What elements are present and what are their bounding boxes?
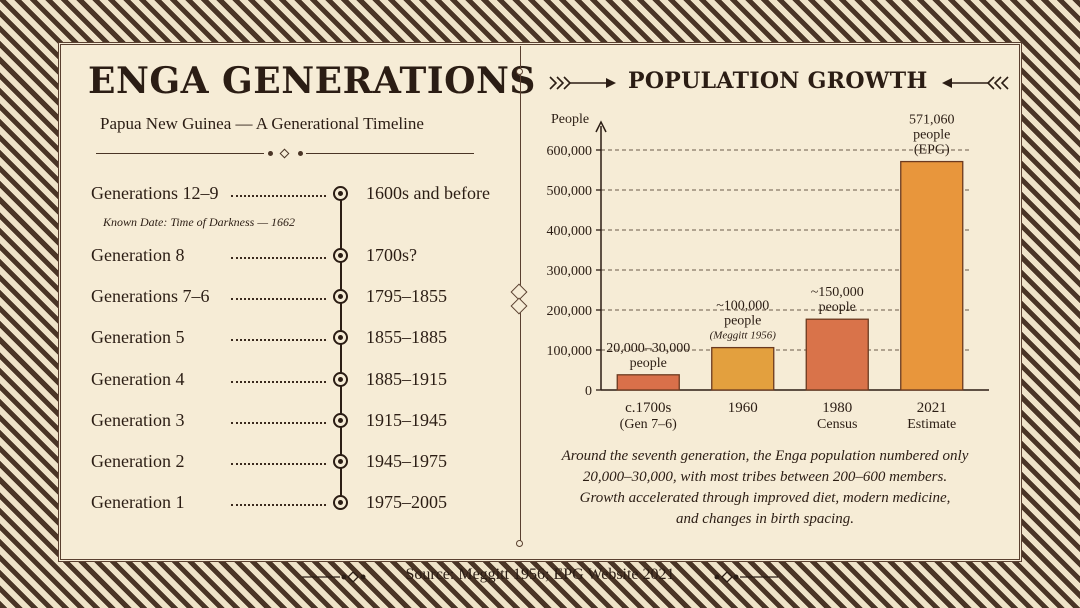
generation-name: Generation 2 xyxy=(91,451,185,471)
leader-dots xyxy=(231,463,326,465)
x-tick-label: 1980 xyxy=(822,400,852,416)
y-tick-label: 400,000 xyxy=(547,224,593,239)
known-date-note: Known Date: Time of Darkness — 1662 xyxy=(103,215,295,229)
ornament-dot-icon xyxy=(298,151,303,156)
data-label-note: (Meggitt 1956) xyxy=(710,330,777,342)
timeline-row: Generation 3 1915–1945 xyxy=(0,407,520,437)
x-tick-sublabel: (Gen 7–6) xyxy=(620,417,677,432)
caption-line: Growth accelerated through improved diet… xyxy=(579,490,951,506)
generation-name: Generations 12–9 xyxy=(91,183,219,203)
page-title: ENGA GENERATIONS xyxy=(88,60,536,102)
generation-date: 1855–1885 xyxy=(366,327,447,347)
timeline-marker-icon xyxy=(333,186,348,201)
data-label: people xyxy=(630,356,667,371)
data-label: ~150,000 xyxy=(811,285,864,300)
timeline-marker-icon xyxy=(333,413,348,428)
data-label: people xyxy=(913,128,950,143)
y-tick-label: 500,000 xyxy=(547,184,593,199)
ornament-dot-icon xyxy=(268,151,273,156)
content-panel xyxy=(58,42,1022,562)
timeline-marker-icon xyxy=(333,330,348,345)
leader-dots xyxy=(231,195,326,197)
page-subtitle: Papua New Guinea — A Generational Timeli… xyxy=(100,114,424,133)
data-label: people xyxy=(819,300,856,315)
leader-dots xyxy=(231,298,326,300)
generation-date: 1600s and before xyxy=(366,183,490,203)
ornament-rule-left xyxy=(96,153,264,154)
generation-name: Generation 8 xyxy=(91,245,185,265)
leader-dots xyxy=(231,381,326,383)
data-label: 20,000–30,000 xyxy=(606,341,690,356)
timeline-axis xyxy=(340,192,342,502)
timeline-marker-icon xyxy=(333,289,348,304)
bar xyxy=(616,374,680,391)
data-label: people xyxy=(724,314,761,329)
generation-date: 1945–1975 xyxy=(366,451,447,471)
footer-ornament-left-icon xyxy=(302,571,366,583)
arrow-left-icon xyxy=(942,76,1009,90)
timeline-marker-icon xyxy=(333,495,348,510)
timeline-marker-icon xyxy=(333,454,348,469)
data-label: (EPG) xyxy=(914,143,950,158)
chart-title: POPULATION GROWTH xyxy=(628,68,928,94)
leader-dots xyxy=(231,422,326,424)
y-tick-label: 200,000 xyxy=(547,304,593,319)
leader-dots xyxy=(231,504,326,506)
x-tick-label: c.1700s xyxy=(625,400,671,416)
y-axis-arrow-icon xyxy=(595,120,607,133)
caption-line: Around the seventh generation, the Enga … xyxy=(561,448,969,464)
leader-dots xyxy=(231,257,326,259)
y-axis-label: People xyxy=(551,112,589,127)
timeline-row: Generation 8 1700s? xyxy=(0,242,520,272)
y-tick-label: 100,000 xyxy=(547,344,593,359)
generation-date: 1795–1855 xyxy=(366,286,447,306)
x-tick-sublabel: Estimate xyxy=(907,417,956,432)
timeline-marker-icon xyxy=(333,372,348,387)
ornament-rule-right xyxy=(306,153,474,154)
data-label: 571,060 xyxy=(909,113,955,128)
generation-date: 1700s? xyxy=(366,245,417,265)
generation-name: Generations 7–6 xyxy=(91,286,210,306)
generation-date: 1975–2005 xyxy=(366,492,447,512)
data-label: ~100,000 xyxy=(716,299,769,314)
generation-name: Generation 3 xyxy=(91,410,185,430)
generation-date: 1915–1945 xyxy=(366,410,447,430)
population-bar-chart: 0 100,000 200,000 300,000 400,000 500,000 600,… xyxy=(547,112,989,432)
generation-name: Generation 4 xyxy=(91,369,185,389)
divider-end-dot-icon xyxy=(516,540,523,547)
y-tick-label: 600,000 xyxy=(547,144,593,159)
chart-caption: Around the seventh generation, the Enga … xyxy=(540,446,990,530)
timeline-marker-icon xyxy=(333,248,348,263)
leader-dots xyxy=(231,339,326,341)
timeline-row: Generation 2 1945–1975 xyxy=(0,448,520,478)
timeline-row: Generation 1 1975–2005 xyxy=(0,489,520,519)
source-note: Source: Meggitt 1956; EPG Website 2021 xyxy=(405,566,675,583)
generation-name: Generation 5 xyxy=(91,327,185,347)
divider-end-dot-icon xyxy=(516,68,523,75)
bar xyxy=(711,346,775,391)
bar xyxy=(805,318,869,391)
y-tick-label: 0 xyxy=(585,384,592,399)
footer-ornament-right-icon xyxy=(714,571,778,583)
x-tick-label: 2021 xyxy=(917,400,947,416)
caption-line: 20,000–30,000, with most tribes between … xyxy=(582,469,948,485)
generation-date: 1885–1915 xyxy=(366,369,447,389)
x-tick-sublabel: Census xyxy=(817,417,857,432)
arrow-right-icon xyxy=(549,76,616,90)
caption-line: and changes in birth spacing. xyxy=(676,511,854,527)
timeline-row: Generation 5 1855–1885 xyxy=(0,324,520,354)
timeline-row: Generations 12–9 1600s and before xyxy=(0,180,520,210)
x-tick-label: 1960 xyxy=(728,400,758,416)
generation-name: Generation 1 xyxy=(91,492,185,512)
timeline-row: Generations 7–6 1795–1855 xyxy=(0,283,520,313)
y-tick-label: 300,000 xyxy=(547,264,593,279)
bar xyxy=(900,160,964,391)
timeline-row: Generation 4 1885–1915 xyxy=(0,366,520,396)
